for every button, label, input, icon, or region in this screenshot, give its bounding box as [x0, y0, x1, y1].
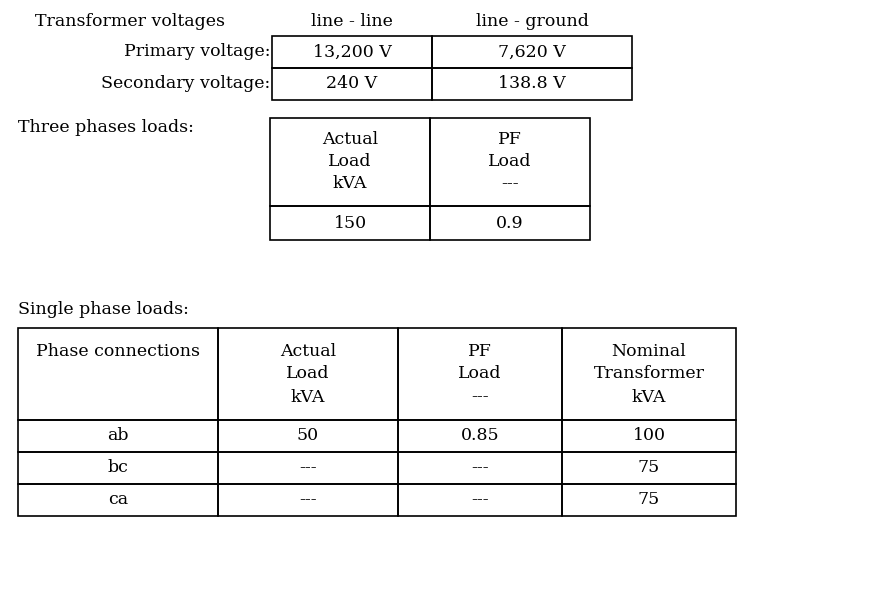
- Bar: [562, 484, 736, 516]
- Text: ---: ---: [501, 175, 519, 192]
- Bar: [218, 420, 398, 452]
- Text: 75: 75: [638, 460, 660, 476]
- Text: Load: Load: [286, 365, 330, 383]
- Bar: [398, 328, 562, 420]
- Text: bc: bc: [107, 460, 128, 476]
- Bar: [432, 36, 632, 68]
- Text: kVA: kVA: [632, 388, 666, 406]
- Text: 75: 75: [638, 491, 660, 508]
- Text: line - ground: line - ground: [476, 14, 588, 30]
- Text: ---: ---: [299, 460, 317, 476]
- Text: 7,620 V: 7,620 V: [498, 43, 566, 61]
- Bar: [562, 420, 736, 452]
- Text: 240 V: 240 V: [327, 75, 377, 93]
- Text: 0.9: 0.9: [496, 214, 524, 232]
- Text: Load: Load: [458, 365, 502, 383]
- Bar: [218, 452, 398, 484]
- Text: ---: ---: [299, 491, 317, 508]
- Bar: [398, 484, 562, 516]
- Text: kVA: kVA: [291, 388, 325, 406]
- Text: Phase connections: Phase connections: [36, 343, 200, 359]
- Bar: [18, 452, 218, 484]
- Text: Primary voltage:: Primary voltage:: [123, 43, 270, 61]
- Text: 0.85: 0.85: [461, 428, 499, 444]
- Bar: [398, 452, 562, 484]
- Bar: [398, 420, 562, 452]
- Bar: [272, 68, 432, 100]
- Text: Transformer: Transformer: [594, 365, 705, 383]
- Text: kVA: kVA: [333, 175, 368, 192]
- Text: Load: Load: [488, 153, 532, 170]
- Bar: [18, 420, 218, 452]
- Text: ---: ---: [471, 388, 489, 406]
- Text: Actual: Actual: [280, 343, 336, 359]
- Bar: [562, 328, 736, 420]
- Bar: [270, 206, 430, 240]
- Text: 150: 150: [333, 214, 367, 232]
- Bar: [270, 118, 430, 206]
- Bar: [18, 328, 218, 420]
- Text: Secondary voltage:: Secondary voltage:: [100, 75, 270, 93]
- Text: ---: ---: [471, 491, 489, 508]
- Text: PF: PF: [468, 343, 492, 359]
- Bar: [18, 484, 218, 516]
- Bar: [430, 206, 590, 240]
- Text: line - line: line - line: [311, 14, 393, 30]
- Bar: [218, 328, 398, 420]
- Text: Single phase loads:: Single phase loads:: [18, 302, 189, 318]
- Text: 50: 50: [297, 428, 319, 444]
- Text: ca: ca: [108, 491, 128, 508]
- Text: ab: ab: [107, 428, 128, 444]
- Text: PF: PF: [498, 131, 522, 148]
- Text: Transformer voltages: Transformer voltages: [35, 14, 225, 30]
- Bar: [432, 68, 632, 100]
- Bar: [562, 452, 736, 484]
- Bar: [430, 118, 590, 206]
- Text: 13,200 V: 13,200 V: [313, 43, 391, 61]
- Text: 138.8 V: 138.8 V: [498, 75, 566, 93]
- Text: Nominal: Nominal: [612, 343, 686, 359]
- Text: Actual: Actual: [322, 131, 378, 148]
- Bar: [218, 484, 398, 516]
- Bar: [272, 36, 432, 68]
- Text: Load: Load: [328, 153, 372, 170]
- Text: 100: 100: [633, 428, 665, 444]
- Text: Three phases loads:: Three phases loads:: [18, 119, 194, 137]
- Text: ---: ---: [471, 460, 489, 476]
